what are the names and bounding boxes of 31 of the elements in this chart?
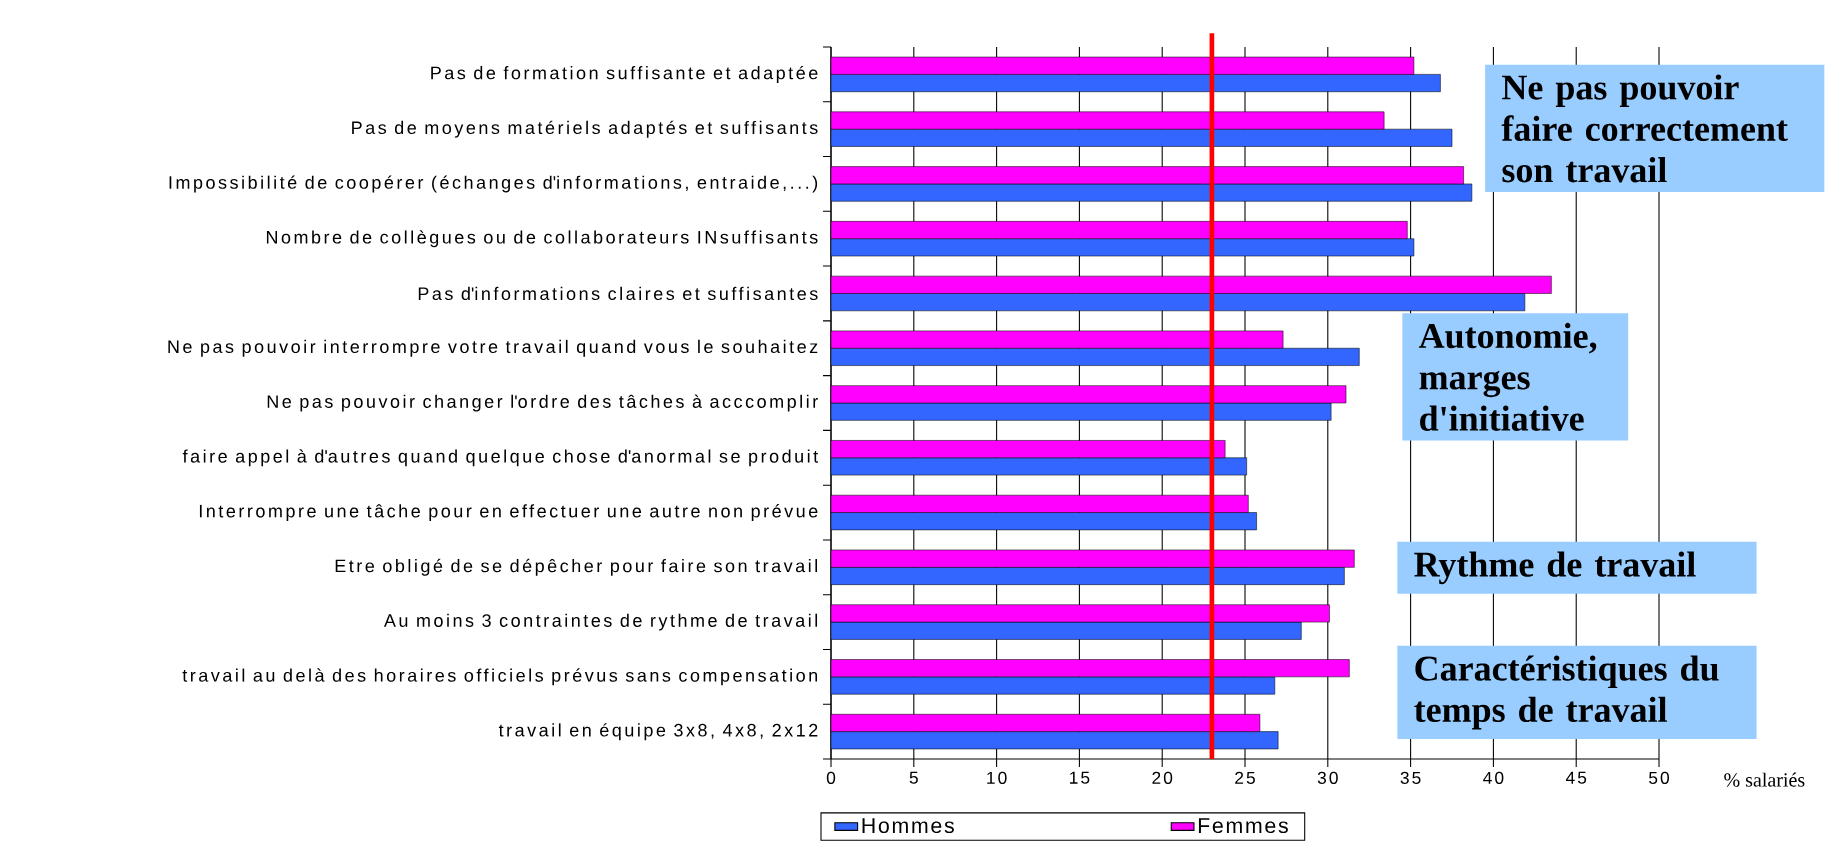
annotation: Caractéristiques du temps de travail (1414, 655, 1719, 730)
x-tick-label: 5 (909, 771, 918, 784)
y-tick-label: Pas de moyens matériels adaptés et suffisants (352, 120, 818, 138)
y-tick-label: Ne pas pouvoir changer l'ordre des tâches à acccomplir (267, 394, 818, 412)
legend-label: Hommes (862, 818, 954, 834)
x-tick-label: 30 (1317, 771, 1338, 784)
x-tick-label: 50 (1649, 771, 1669, 784)
y-tick-label: travail au delà des horaires officiels prévus sans compensation (182, 668, 818, 686)
x-tick-label: 45 (1565, 771, 1587, 784)
y-tick-label: Pas de formation suffisante et adaptée (431, 65, 818, 83)
y-tick-label: Impossibilité de coopérer (échanges d'informations, entraide,...) (169, 175, 818, 193)
y-tick-label: Au moins 3 contraintes de rythme de travail (383, 613, 818, 631)
legend-label: Femmes (1198, 818, 1288, 834)
y-tick-label: travail en équipe 3x8, 4x8, 2x12 (498, 723, 818, 741)
annotation: Autonomie, marges d'initiative (1418, 322, 1597, 431)
x-tick-label: 35 (1400, 771, 1421, 784)
y-tick-label: faire appel à d'autres quand quelque chose d'anormal se produit (182, 449, 819, 467)
y-tick-label: Interrompre une tâche pour en effectuer une autre non prévue (199, 504, 818, 522)
x-tick-label: 0 (826, 771, 836, 784)
x-tick-label: 25 (1235, 771, 1255, 784)
x-tick-label: 10 (987, 771, 1007, 784)
y-tick-label: Pas d'informations claires et suffisantes (418, 286, 818, 301)
annotation: Rythme de travail (1414, 551, 1696, 585)
x-axis-title: % salariés (1724, 772, 1805, 787)
annotation: Ne pas pouvoir faire correctement son travail (1501, 74, 1788, 183)
y-tick-label: Ne pas pouvoir interrompre votre travail quand vous le souhaitez (168, 339, 818, 357)
x-tick-label: 40 (1483, 771, 1504, 784)
x-tick-label: 20 (1152, 771, 1173, 784)
x-tick-label: 15 (1070, 771, 1090, 784)
y-tick-label: Nombre de collègues ou de collaborateurs INsuffisants (266, 230, 818, 248)
y-tick-label: Etre obligé de se dépêcher pour faire son travail (335, 558, 818, 576)
